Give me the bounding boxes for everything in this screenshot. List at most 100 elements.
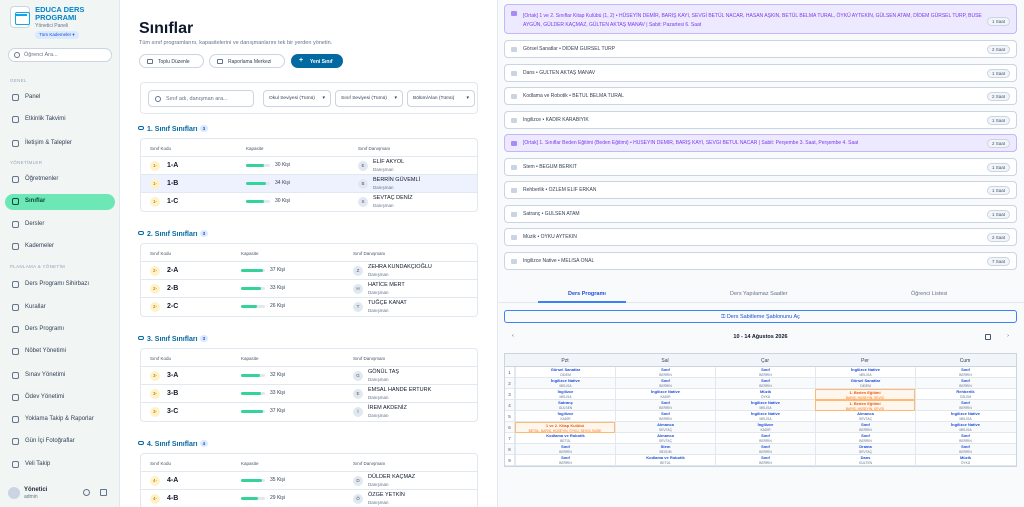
- timetable-cell[interactable]: Sınıf BERRİN: [715, 433, 815, 444]
- lesson-slot[interactable]: [Ortak] 1 ve 2. Sınıflar Kitap Kulübü (1…: [504, 4, 1017, 34]
- school-level-select[interactable]: Okul Seviyesi (Tümü) ▾: [263, 90, 331, 107]
- sidebar-item-homework[interactable]: Ödev Yönetimi: [5, 390, 115, 406]
- table-row[interactable]: 4- 4-B 29 Kişi Ö ÖZGE YETKİN Danışman: [141, 490, 477, 507]
- timetable-cell[interactable]: İngilizce Native MELİSA: [815, 367, 915, 378]
- next-week-button[interactable]: ›: [1007, 333, 1009, 339]
- sidebar-item-book[interactable]: Dersler: [5, 217, 115, 233]
- tab-schedule[interactable]: Ders Programı: [568, 291, 606, 297]
- timetable-cell[interactable]: Sınıf BERRİN: [915, 367, 1015, 378]
- timetable-cell[interactable]: Satranç GÜLSEN: [515, 400, 615, 411]
- prev-week-button[interactable]: ‹: [512, 333, 514, 339]
- timetable-cell[interactable]: İngilizce Native MELİSA: [515, 378, 615, 389]
- table-row[interactable]: 1- 1-A 30 Kişi E ELİF AKYOL Danışman: [141, 157, 477, 175]
- timetable-cell[interactable]: Sınıf BERRİN: [515, 444, 615, 455]
- table-row[interactable]: 2- 2-A 37 Kişi Z ZEHRA KUNDAKÇIOĞLU Danışman: [141, 262, 477, 280]
- department-select[interactable]: Bölüm/Alan (Tümü) ▾: [407, 90, 475, 107]
- open-template-button[interactable]: ⚿ Ders Sabitleme Şablonunu Aç: [504, 310, 1017, 323]
- sidebar-item-users[interactable]: Veli Takip: [5, 457, 115, 473]
- sidebar-item-user[interactable]: Öğretmenler: [5, 172, 115, 188]
- timetable-cell[interactable]: 1 ve 2. Kitap Kulübü BETÜL, BARIŞ, HÜSEYİ…: [515, 422, 615, 433]
- timetable-cell[interactable]: Sınıf BERRİN: [715, 378, 815, 389]
- timetable-cell[interactable]: 1. Beden Eğitimi BARIŞ, HÜSEYİN, SEVGİ: [815, 400, 915, 411]
- class-search-input[interactable]: Sınıf adı, danışman ara...: [148, 90, 254, 107]
- lesson-slot[interactable]: İngilizce Native • MELİSA ÖNAL 7 Saat: [504, 251, 1017, 270]
- sidebar-item-layers[interactable]: Kademeler: [5, 239, 115, 255]
- sidebar-item-grid[interactable]: Panel: [5, 90, 115, 106]
- timetable-cell[interactable]: İngilizce Native MELİSA: [915, 422, 1015, 433]
- lesson-slot[interactable]: Dans • GÜLTEN AKTAŞ MANAV 1 Saat: [504, 63, 1017, 82]
- timetable-cell[interactable]: İngilizce MELİSA: [515, 389, 615, 400]
- timetable-cell[interactable]: Görsel Sanatlar DİDEM: [515, 367, 615, 378]
- logout-icon[interactable]: [100, 489, 107, 496]
- table-row[interactable]: 4- 4-A 35 Kişi D DÜLDER KAÇMAZ Danışman: [141, 472, 477, 490]
- bulk-edit-button[interactable]: Toplu Düzenle: [139, 54, 204, 68]
- timetable-cell[interactable]: Sınıf BERRİN: [715, 455, 815, 466]
- timetable-cell[interactable]: Sınıf BERRİN: [915, 378, 1015, 389]
- sidebar-item-camera[interactable]: Gün İçi Fotoğraflar: [5, 434, 115, 450]
- table-row[interactable]: 2- 2-C 26 Kişi T TUĞÇE KANAT Danışman: [141, 298, 477, 316]
- timetable-cell[interactable]: Drama SEVTAÇ: [815, 444, 915, 455]
- timetable-cell[interactable]: Dans GÜLTEN: [815, 455, 915, 466]
- lesson-slot[interactable]: Rehberlik • ÖZLEM ELİF ERKAN 1 Saat: [504, 181, 1017, 199]
- sidebar-item-chat[interactable]: İletişim & Talepler: [5, 136, 115, 152]
- timetable-cell[interactable]: Sınıf BERRİN: [815, 422, 915, 433]
- lesson-slot[interactable]: Satranç • GÜLSEN ATAM 1 Saat: [504, 204, 1017, 223]
- lesson-slot[interactable]: Müzik • ÖYKÜ AYTEKİN 2 Saat: [504, 228, 1017, 246]
- timetable-cell[interactable]: Sınıf BERRİN: [615, 411, 715, 422]
- lesson-slot[interactable]: Görsel Sanatlar • DİDEM GÜRSEL TURP 2 Saa…: [504, 40, 1017, 58]
- student-search-input[interactable]: Öğrenci Ara...: [8, 48, 112, 62]
- timetable-cell[interactable]: İngilizce Native KADİR: [615, 389, 715, 400]
- timetable-cell[interactable]: 1. Beden Eğitimi BARIŞ, HÜSEYİN, SEVGİ: [815, 389, 915, 400]
- lesson-slot[interactable]: [Ortak] 1. Sınıflar Beden Eğitimi (Beden…: [504, 134, 1017, 152]
- calendar-icon[interactable]: [985, 334, 991, 340]
- sidebar-item-calendar[interactable]: Etkinlik Takvimi: [5, 112, 115, 128]
- timetable-cell[interactable]: Görsel Sanatlar DİDEM: [815, 378, 915, 389]
- timetable-cell[interactable]: Müzik ÖYKÜ: [715, 389, 815, 400]
- timetable-cell[interactable]: Sınıf BERRİN: [615, 378, 715, 389]
- tab-student-list[interactable]: Öğrenci Listesi: [911, 291, 948, 297]
- timetable-cell[interactable]: İngilizce Native MELİSA: [715, 400, 815, 411]
- settings-icon[interactable]: [83, 489, 90, 496]
- timetable-cell[interactable]: Rehberlik ÖZLEM: [915, 389, 1015, 400]
- timetable-cell[interactable]: İngilizce Native MELİSA: [915, 411, 1015, 422]
- timetable-cell[interactable]: Sınıf BERRİN: [915, 433, 1015, 444]
- table-row[interactable]: 1- 1-B 34 Kişi B BERRİN GÜVEMLİ Danışman: [141, 175, 477, 193]
- report-center-button[interactable]: Raporlama Merkezi: [209, 54, 285, 68]
- timetable-cell[interactable]: Almanca SEVTAÇ: [615, 433, 715, 444]
- timetable-cell[interactable]: Sınıf BERRİN: [515, 455, 615, 466]
- sidebar-item-shield[interactable]: Nöbet Yönetimi: [5, 344, 115, 360]
- sidebar-item-wand[interactable]: Ders Programı Sihirbazı: [5, 277, 115, 293]
- tab-unavailable-hours[interactable]: Ders Yapılamaz Saatler: [730, 291, 788, 297]
- table-row[interactable]: 3- 3-B 33 Kişi E EMSAL HANDE ERTURK Danışman: [141, 385, 477, 403]
- sidebar-item-school[interactable]: Sınıflar: [5, 194, 115, 210]
- table-row[interactable]: 2- 2-B 33 Kişi H HATİCE MERT Danışman: [141, 280, 477, 298]
- new-class-button[interactable]: + Yeni Sınıf: [291, 54, 343, 68]
- table-row[interactable]: 3- 3-A 32 Kişi G GÖNÜL TAŞ Danışman: [141, 367, 477, 385]
- timetable-cell[interactable]: Kodlama ve Robotik BETÜL: [615, 455, 715, 466]
- sidebar-item-exam[interactable]: Sınav Yönetimi: [5, 368, 115, 384]
- table-row[interactable]: 3- 3-C 37 Kişi İ İREM AKDENİZ Danışman: [141, 403, 477, 421]
- timetable-cell[interactable]: Kodlama ve Robotik BETÜL: [515, 433, 615, 444]
- timetable-cell[interactable]: Müzik ÖYKÜ: [915, 455, 1015, 466]
- timetable-cell[interactable]: Stem BEGÜM: [615, 444, 715, 455]
- grade-level-select[interactable]: Sınıf Seviyesi (Tümü) ▾: [335, 90, 403, 107]
- level-selector[interactable]: Tüm Kademeler ▾: [35, 31, 79, 39]
- table-row[interactable]: 1- 1-C 30 Kişi S SEVTAÇ DENİZ Danışman: [141, 193, 477, 211]
- sidebar-item-check[interactable]: Yoklama Takip & Raporlar: [5, 412, 115, 428]
- timetable-cell[interactable]: İngilizce KADİR: [715, 422, 815, 433]
- lesson-slot[interactable]: İngilizce • KADİR KARABIYIK 1 Saat: [504, 110, 1017, 129]
- timetable-cell[interactable]: Sınıf BERRİN: [815, 433, 915, 444]
- timetable-cell[interactable]: Sınıf BERRİN: [615, 367, 715, 378]
- lesson-slot[interactable]: Kodlama ve Robotik • BETÜL BELMA TURAL 2 …: [504, 87, 1017, 105]
- timetable-cell[interactable]: Sınıf BERRİN: [715, 367, 815, 378]
- timetable-cell[interactable]: Sınıf BERRİN: [915, 444, 1015, 455]
- timetable-cell[interactable]: Almanca SEVTAÇ: [615, 422, 715, 433]
- lesson-slot[interactable]: Stem • BEGÜM BERKİT 1 Saat: [504, 157, 1017, 176]
- timetable-cell[interactable]: İngilizce KADİR: [515, 411, 615, 422]
- sidebar-item-rules[interactable]: Kurallar: [5, 300, 115, 316]
- sidebar-item-timetable[interactable]: Ders Programı: [5, 322, 115, 338]
- timetable-cell[interactable]: Sınıf BERRİN: [715, 444, 815, 455]
- timetable-cell[interactable]: Almanca SEVTAÇ: [815, 411, 915, 422]
- timetable-cell[interactable]: Sınıf BERRİN: [915, 400, 1015, 411]
- timetable-cell[interactable]: İngilizce Native MELİSA: [715, 411, 815, 422]
